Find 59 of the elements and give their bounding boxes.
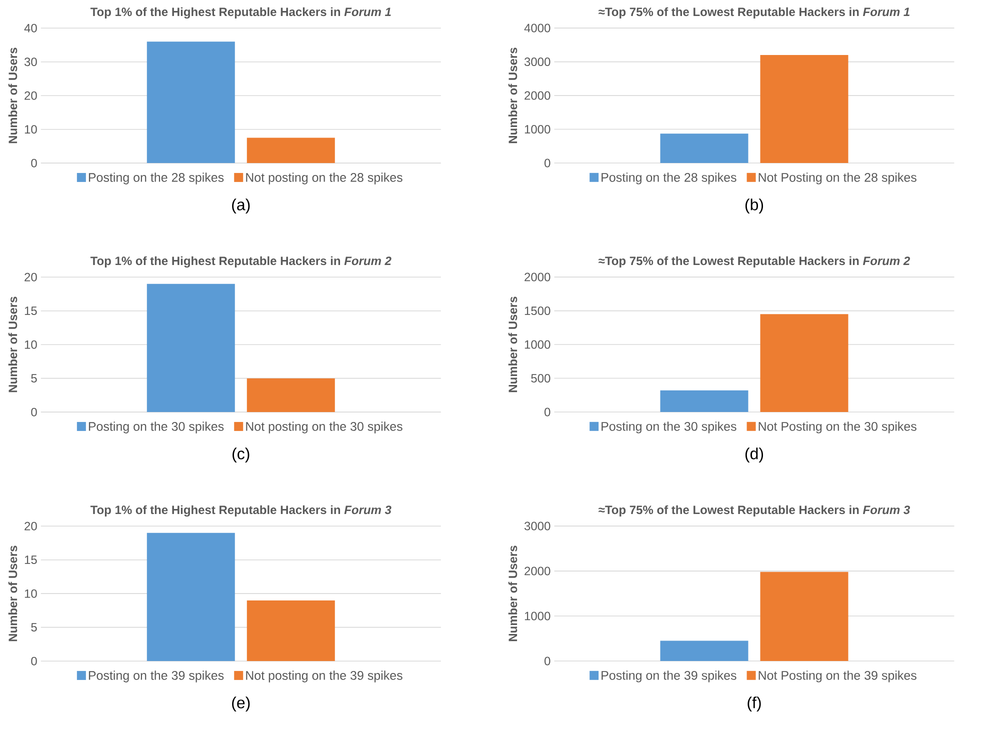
legend-label: Not posting on the 28 spikes bbox=[246, 172, 402, 184]
y-tick-label: 500 bbox=[531, 374, 550, 383]
chart-title: Top 1% of the Highest Reputable Hackers in Forum 1 bbox=[90, 7, 391, 19]
y-tick-label: 0 bbox=[544, 408, 550, 416]
y-tick-label: 3000 bbox=[524, 522, 550, 530]
y-tick-label: 20 bbox=[24, 522, 37, 530]
text: (e) bbox=[232, 696, 250, 712]
legend-label: Posting on the 39 spikes bbox=[88, 670, 224, 682]
legend-label: Not Posting on the 28 spikes bbox=[758, 172, 916, 184]
y-tick-label: 0 bbox=[31, 158, 37, 168]
y-tick-label: 0 bbox=[544, 656, 550, 666]
y-tick-label: 20 bbox=[24, 272, 37, 282]
chart-title: Top 1% of the Highest Reputable Hackers in Forum 3 bbox=[90, 505, 392, 517]
y-tick-label: 5 bbox=[31, 623, 37, 632]
chart-title: ≈Top 75% of the Lowest Reputable Hackers in Forum 1 bbox=[598, 7, 910, 19]
y-tick-label: 0 bbox=[31, 408, 37, 416]
y-tick-label: 0 bbox=[544, 158, 550, 168]
text: (b) bbox=[745, 198, 764, 214]
chart-title: Top 1% of the Highest Reputable Hackers in Forum 2 bbox=[90, 256, 392, 268]
y-tick-label: 40 bbox=[24, 24, 37, 32]
y-axis-title: Number of Users bbox=[508, 48, 518, 144]
legend-label: Not posting on the 39 spikes bbox=[246, 670, 402, 682]
legend-label: Posting on the 30 spikes bbox=[88, 422, 224, 434]
text: (a) bbox=[232, 198, 250, 214]
y-tick-label: 15 bbox=[24, 306, 37, 316]
y-axis-title: Number of Users bbox=[508, 546, 518, 642]
legend-label: Not Posting on the 30 spikes bbox=[758, 422, 916, 434]
y-tick-label: 5 bbox=[31, 374, 37, 383]
y-tick-label: 1500 bbox=[524, 306, 550, 316]
legend-label: Not posting on the 30 spikes bbox=[246, 422, 402, 434]
legend-label: Posting on the 39 spikes bbox=[602, 670, 736, 682]
y-tick-label: 10 bbox=[24, 340, 37, 349]
y-tick-label: 10 bbox=[24, 125, 37, 134]
y-tick-label: 1000 bbox=[524, 125, 550, 134]
y-tick-label: 1000 bbox=[524, 340, 550, 349]
y-axis-title: Number of Users bbox=[508, 296, 518, 392]
y-axis-title: Number of Users bbox=[8, 296, 18, 392]
y-tick-label: 1000 bbox=[524, 612, 550, 620]
y-tick-label: 2000 bbox=[524, 272, 550, 282]
y-tick-label: 15 bbox=[24, 556, 37, 564]
y-tick-label: 3000 bbox=[524, 58, 550, 66]
y-tick-label: 20 bbox=[24, 91, 37, 100]
chart-title: ≈Top 75% of the Lowest Reputable Hackers in Forum 3 bbox=[598, 505, 910, 517]
y-tick-label: 10 bbox=[24, 589, 37, 598]
y-tick-label: 2000 bbox=[524, 91, 550, 100]
text: (d) bbox=[745, 448, 764, 462]
text: (f) bbox=[748, 696, 761, 712]
legend-label: Not Posting on the 39 spikes bbox=[758, 670, 916, 682]
y-tick-label: 4000 bbox=[524, 24, 550, 32]
y-tick-label: 0 bbox=[31, 656, 37, 666]
y-axis-title: Number of Users bbox=[8, 48, 18, 144]
text: (c) bbox=[232, 448, 250, 463]
y-axis-title: Number of Users bbox=[8, 546, 18, 642]
legend-label: Posting on the 28 spikes bbox=[602, 172, 736, 184]
legend-label: Posting on the 30 spikes bbox=[602, 422, 736, 434]
y-tick-label: 2000 bbox=[524, 566, 550, 576]
chart-title: ≈Top 75% of the Lowest Reputable Hackers in Forum 2 bbox=[598, 256, 910, 268]
y-tick-label: 30 bbox=[24, 58, 37, 66]
legend-label: Posting on the 28 spikes bbox=[88, 172, 224, 184]
